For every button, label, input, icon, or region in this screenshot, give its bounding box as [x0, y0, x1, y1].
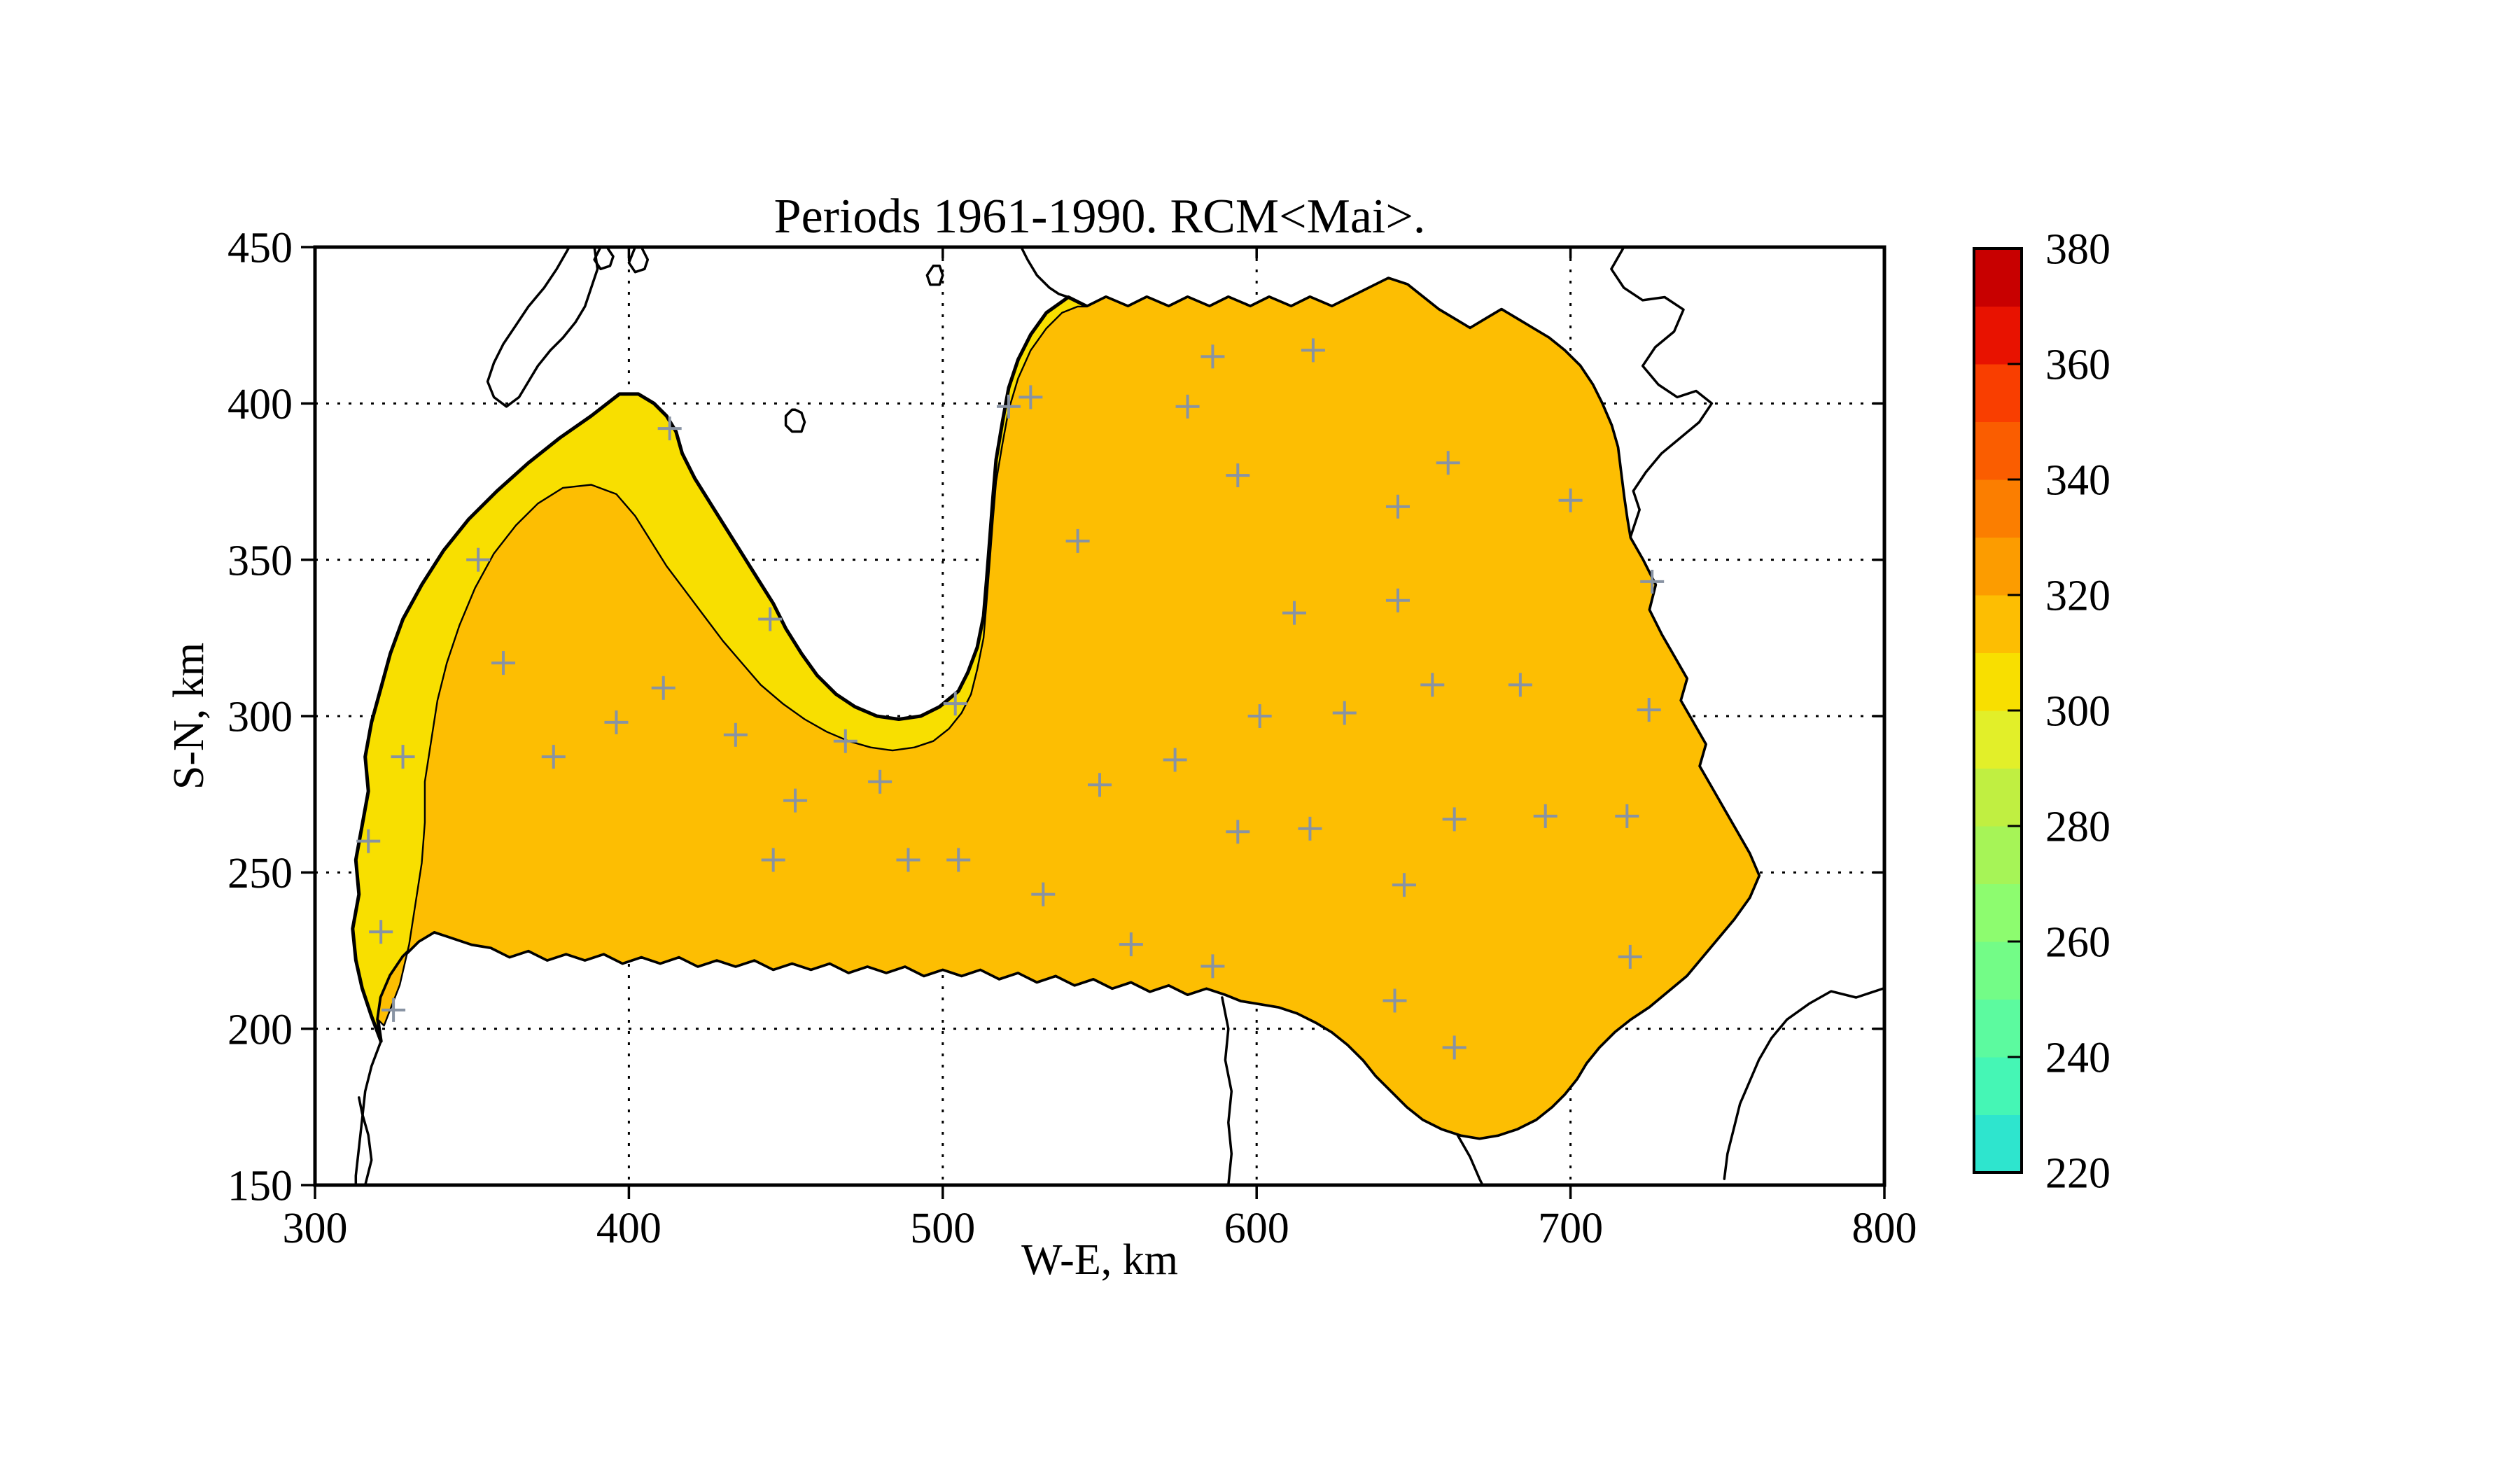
islet_a-outline	[593, 246, 615, 271]
colorbar-block-320	[1974, 537, 2022, 596]
x-tick-label-800: 800	[1852, 1205, 1917, 1252]
colorbar-label-360: 360	[2045, 342, 2110, 389]
ruhnu_island-outline	[784, 408, 806, 433]
colorbar-block-330	[1974, 479, 2022, 538]
x-tick-label-400: 400	[596, 1205, 662, 1252]
contour-310-region	[377, 277, 1760, 1140]
colorbar-block-220	[1974, 1114, 2022, 1173]
islet_c-outline	[925, 265, 944, 286]
y-tick-label-150: 150	[227, 1163, 293, 1210]
y-tick-label-300: 300	[227, 694, 293, 741]
colorbar-block-240	[1974, 999, 2022, 1058]
colorbar-block-300	[1974, 652, 2022, 711]
islet_b-outline	[627, 246, 650, 274]
colorbar-label-320: 320	[2045, 573, 2110, 620]
x-tick-label-500: 500	[910, 1205, 975, 1252]
lithuania_coast-outline	[354, 1040, 382, 1186]
colorbar-block-290	[1974, 710, 2022, 769]
lithuania_belarus_border-outline	[1221, 996, 1233, 1186]
belarus_border_south-outline	[1456, 1133, 1484, 1186]
estonia_west_coast-outline	[1020, 246, 1070, 299]
colorbar-block-360	[1974, 306, 2022, 365]
colorbar-label-340: 340	[2045, 457, 2110, 505]
russia_belarus_border-outline	[1723, 986, 1886, 1180]
colorbar-block-230	[1974, 1057, 2022, 1115]
x-tick-label-600: 600	[1224, 1205, 1289, 1252]
colorbar-block-260	[1974, 883, 2022, 942]
y-tick-label-250: 250	[227, 850, 293, 897]
x-axis-label: W-E, km	[1021, 1236, 1178, 1284]
x-tick-label-700: 700	[1538, 1205, 1603, 1252]
x-tick-label-300: 300	[283, 1205, 348, 1252]
colorbar-label-380: 380	[2045, 226, 2110, 274]
colorbar-block-270	[1974, 826, 2022, 884]
curonian_line-outline	[358, 1096, 373, 1186]
colorbar-label-280: 280	[2045, 804, 2110, 851]
colorbar-block-340	[1974, 421, 2022, 480]
estonia_russia_border-outline	[1610, 246, 1714, 540]
colorbar-block-350	[1974, 364, 2022, 422]
y-tick-label-450: 450	[227, 225, 293, 272]
colorbar-block-250	[1974, 941, 2022, 1000]
saaremaa_island-outline	[486, 246, 599, 408]
colorbar-block-310	[1974, 595, 2022, 653]
y-tick-label-350: 350	[227, 537, 293, 584]
y-tick-label-200: 200	[227, 1006, 293, 1054]
colorbar-label-300: 300	[2045, 688, 2110, 736]
colorbar-label-240: 240	[2045, 1035, 2110, 1082]
station-markers	[356, 338, 1665, 1060]
colorbar-block-370	[1974, 248, 2022, 307]
plot-title: Periods 1961-1990. RCM<Mai>.	[774, 190, 1426, 244]
y-axis-label: S-N, km	[164, 642, 213, 790]
y-tick-label-400: 400	[227, 381, 293, 428]
colorbar-block-280	[1974, 768, 2022, 827]
colorbar-label-220: 220	[2045, 1150, 2110, 1198]
colorbar-label-260: 260	[2045, 919, 2110, 967]
